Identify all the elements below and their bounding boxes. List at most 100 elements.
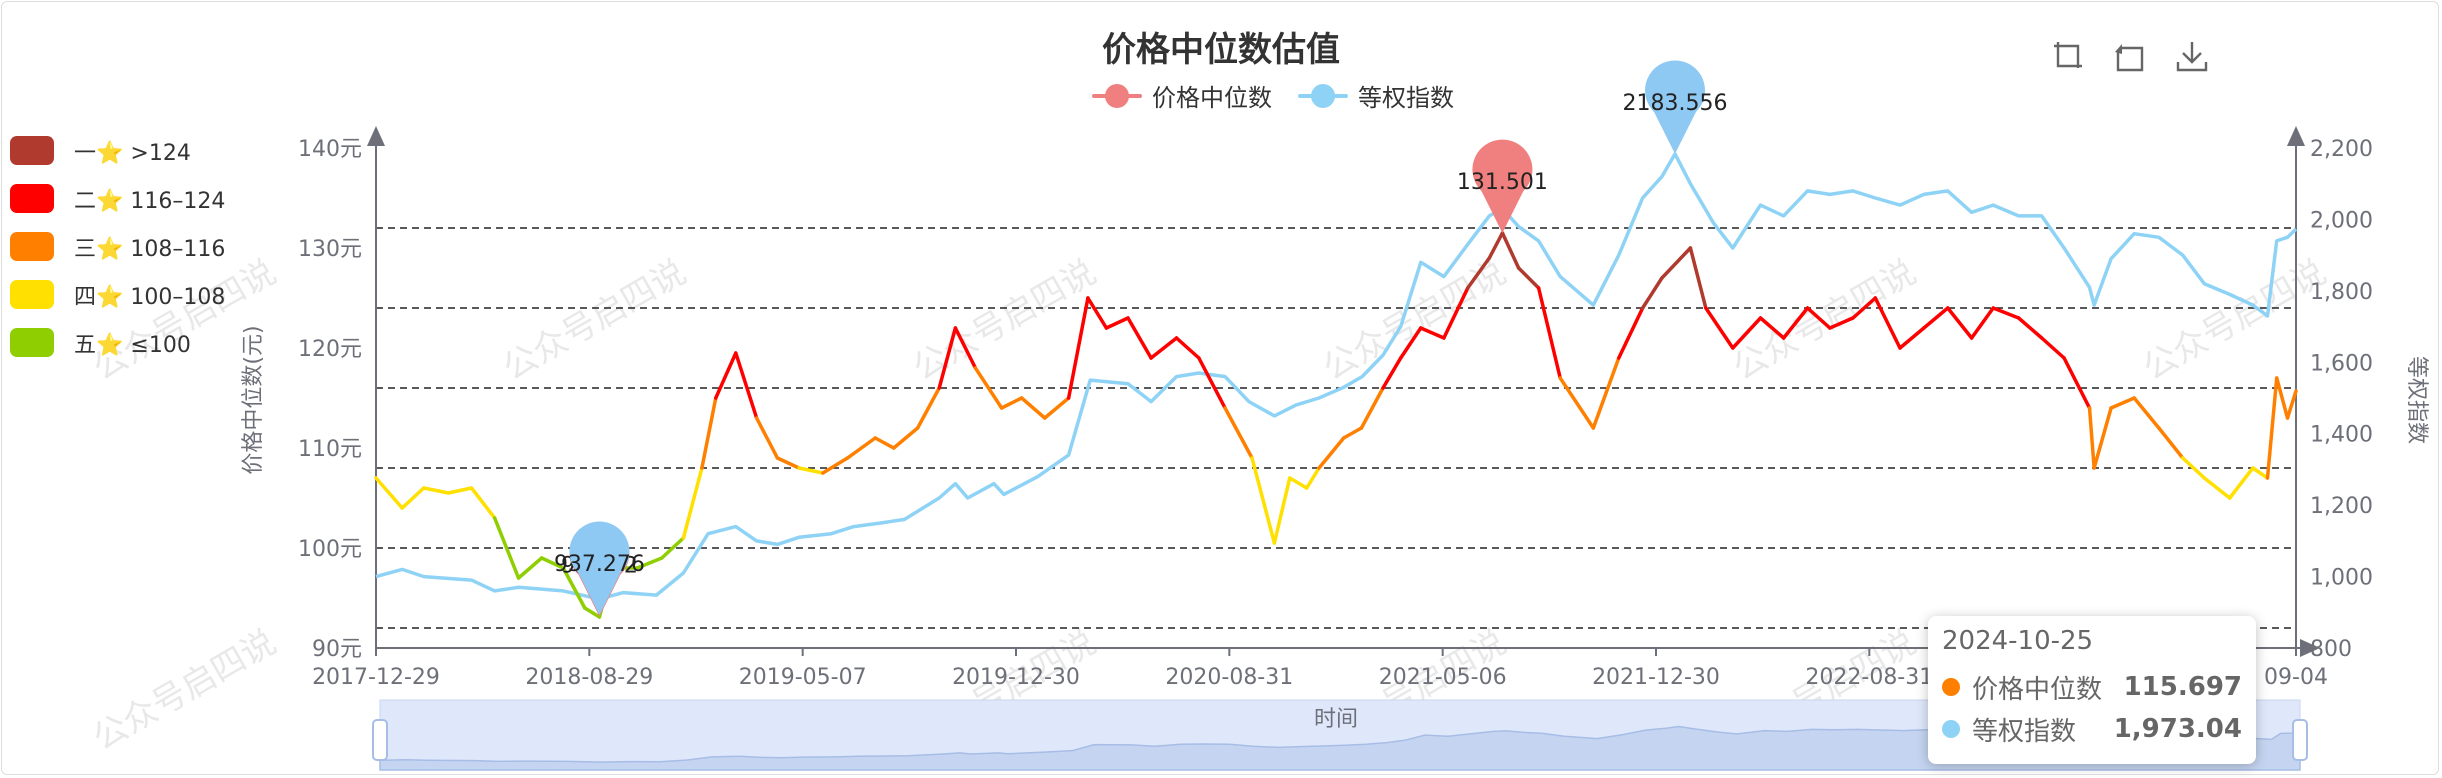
series-segment-median xyxy=(714,351,738,400)
series-segment-median xyxy=(1341,426,1364,440)
series-line-median xyxy=(374,231,2298,619)
series-segment-median xyxy=(1398,326,1423,360)
y-tick-label-left: 120元 xyxy=(298,337,362,362)
series-segment-median xyxy=(1969,306,1995,340)
x-tick-label: 2017-12-29 xyxy=(312,665,440,690)
series-segment-median xyxy=(1500,231,1521,270)
legend-item-index[interactable]: 等权指数 xyxy=(1298,78,1454,113)
y-tick-label-left: 100元 xyxy=(298,537,362,562)
zoom-icon[interactable] xyxy=(2050,38,2086,74)
visual-map-label-2: 二⭐ 116–124 xyxy=(74,188,226,214)
series-segment-median xyxy=(400,486,426,510)
series-segment-median xyxy=(1991,306,2021,320)
x-tick-label: 2018-08-29 xyxy=(525,665,653,690)
datazoom-handle-right[interactable] xyxy=(2292,719,2308,761)
series-segment-median xyxy=(681,466,704,540)
x-axis-name: 时间 xyxy=(1314,707,1358,732)
visual-map-item-4[interactable]: 四⭐ 100–108 xyxy=(10,280,226,310)
series-segment-median xyxy=(2180,456,2207,480)
series-segment-median xyxy=(700,396,718,470)
tooltip-date: 2024-10-25 xyxy=(1942,626,2094,656)
visual-map-swatch-1 xyxy=(10,136,54,165)
series-segment-median xyxy=(1781,306,1810,340)
visual-map-label-4: 四⭐ 100–108 xyxy=(74,284,226,310)
series-segment-median xyxy=(2087,406,2096,470)
series-segment-median xyxy=(845,436,878,460)
legend-label-index: 等权指数 xyxy=(1358,84,1454,112)
watermark-text: 公众号启四说 xyxy=(1316,252,1513,389)
series-segment-median xyxy=(2251,466,2270,480)
y-axis-right-name: 等权指数 xyxy=(2404,356,2429,444)
visual-map-item-5[interactable]: 五⭐ ≤100 xyxy=(10,328,225,358)
series-segment-median xyxy=(1086,296,1109,330)
tooltip-name-median: 价格中位数 xyxy=(1972,674,2103,705)
visual-map-item-1[interactable]: 一⭐ >124 xyxy=(10,136,225,166)
series-segment-median xyxy=(1197,356,1227,410)
markpoint-index-min-pin xyxy=(569,521,630,615)
series-segment-median xyxy=(1487,231,1505,260)
series-segment-median xyxy=(1851,296,1878,320)
visual-map-label-1: 一⭐ >124 xyxy=(74,140,191,166)
y-tick-label-right: 2,000 xyxy=(2310,208,2373,233)
series-segment-median xyxy=(1272,476,1292,545)
series-segment-median xyxy=(1640,276,1664,310)
y-tick-label-right: 1,400 xyxy=(2310,423,2373,448)
tooltip-row-median: 价格中位数 115.697 xyxy=(1942,666,2242,708)
series-segment-median xyxy=(1591,356,1621,430)
series-segment-median xyxy=(539,556,565,570)
series-segment-median xyxy=(2039,336,2066,360)
series-segment-median xyxy=(937,326,958,390)
tooltip-value-index: 1,973.04 xyxy=(2113,714,2242,744)
series-segment-median xyxy=(561,566,587,610)
series-segment-median xyxy=(1945,306,1974,340)
series-segment-median xyxy=(2265,376,2279,480)
y-tick-label-left: 90元 xyxy=(312,637,362,662)
legend-label-median: 价格中位数 xyxy=(1152,84,1272,112)
markpoint-median-max-pin xyxy=(1472,139,1533,233)
visual-map-item-3[interactable]: 三⭐ 108–116 xyxy=(10,232,226,262)
y-tick-label-left: 110元 xyxy=(298,437,362,462)
y-tick-label-right: 1,000 xyxy=(2310,566,2373,591)
series-segment-median xyxy=(422,486,451,495)
markpoint-index-min-label: 937.276 xyxy=(554,552,645,577)
series-segment-median xyxy=(999,396,1024,410)
visual-map-item-2[interactable]: 二⭐ 116–124 xyxy=(10,184,226,214)
series-segment-median xyxy=(1758,316,1786,340)
series-segment-median xyxy=(754,416,780,460)
y-tick-label-right: 1,200 xyxy=(2310,494,2373,519)
datazoom-handle-left[interactable] xyxy=(372,719,388,761)
watermark-text: 公众号启四说 xyxy=(86,622,283,759)
series-segment-median xyxy=(1442,286,1470,340)
series-segment-median xyxy=(635,556,664,570)
series-line-index xyxy=(375,152,2298,601)
markpoint-index-max-pin xyxy=(1645,60,1706,154)
series-segment-median xyxy=(1381,356,1403,390)
series-segment-median xyxy=(1922,306,1950,330)
x-tick-label: 2019-12-30 xyxy=(952,665,1080,690)
series-segment-median xyxy=(1149,336,1179,360)
legend-item-median[interactable]: 价格中位数 xyxy=(1092,78,1272,113)
markpoint-median-max-label: 131.501 xyxy=(1457,170,1548,195)
reset-icon[interactable] xyxy=(2112,38,2148,74)
series-segment-median xyxy=(516,556,544,580)
series-segment-median xyxy=(1419,326,1446,340)
y-tick-label-right: 2,200 xyxy=(2310,137,2373,162)
y-tick-label-left: 140元 xyxy=(298,137,362,162)
series-segment-median xyxy=(2016,316,2044,340)
watermark-text: 公众号启四说 xyxy=(2136,252,2333,389)
series-segment-median xyxy=(892,426,920,450)
series-segment-median xyxy=(1043,396,1071,420)
series-segment-median xyxy=(1174,336,1201,360)
y-tick-label-right: 1,600 xyxy=(2310,351,2373,376)
download-icon[interactable] xyxy=(2174,38,2210,74)
series-segment-median xyxy=(821,456,850,475)
series-segment-median xyxy=(1317,436,1346,470)
y-tick-label-right: 1,800 xyxy=(2310,280,2373,305)
visual-map-label-3: 三⭐ 108–116 xyxy=(74,236,226,262)
series-segment-median xyxy=(797,466,825,475)
tooltip-name-index: 等权指数 xyxy=(1972,716,2077,747)
y-tick-label-right: 800 xyxy=(2310,637,2352,662)
series-segment-median xyxy=(973,366,1004,410)
y-axis-right-arrow xyxy=(2287,126,2305,146)
series-segment-median xyxy=(1731,316,1763,350)
